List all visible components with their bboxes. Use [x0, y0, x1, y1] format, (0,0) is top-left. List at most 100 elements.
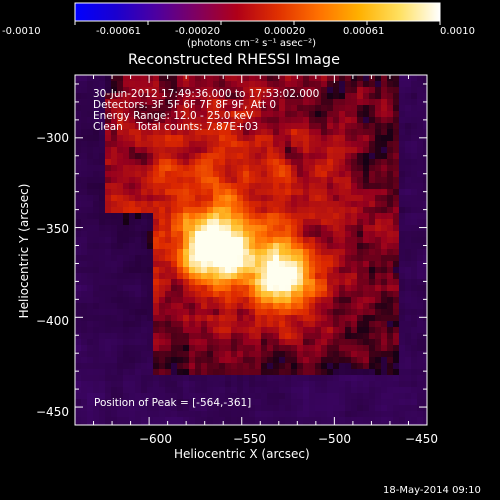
heatmap-cell — [417, 285, 424, 292]
heatmap-cell — [111, 201, 118, 208]
heatmap-cell — [381, 297, 388, 304]
heatmap-cell — [375, 87, 382, 94]
heatmap-cell — [369, 375, 376, 382]
heatmap-cell — [165, 357, 172, 364]
heatmap-cell — [129, 303, 136, 310]
heatmap-cell — [231, 165, 238, 172]
heatmap-cell — [369, 159, 376, 166]
heatmap-cell — [321, 297, 328, 304]
heatmap-cell — [105, 105, 112, 112]
x-tick-label: −500 — [318, 432, 351, 446]
heatmap-cell — [93, 411, 100, 418]
heatmap-cell — [333, 165, 340, 172]
heatmap-cell — [411, 303, 418, 310]
heatmap-cell — [309, 303, 316, 310]
heatmap-cell — [243, 309, 250, 316]
heatmap-cell — [375, 267, 382, 274]
heatmap-cell — [291, 285, 298, 292]
heatmap-cell — [105, 243, 112, 250]
heatmap-cell — [213, 153, 220, 160]
heatmap-cell — [393, 81, 400, 88]
heatmap-cell — [267, 135, 274, 142]
heatmap-cell — [315, 333, 322, 340]
heatmap-cell — [291, 363, 298, 370]
heatmap-cell — [345, 315, 352, 322]
heatmap-cell — [309, 369, 316, 376]
heatmap-cell — [249, 279, 256, 286]
heatmap-cell — [345, 285, 352, 292]
heatmap-cell — [99, 237, 106, 244]
heatmap-cell — [219, 243, 226, 250]
heatmap-cell — [375, 369, 382, 376]
heatmap-cell — [297, 249, 304, 256]
heatmap-cell — [375, 135, 382, 142]
heatmap-cell — [195, 93, 202, 100]
heatmap-cell — [267, 237, 274, 244]
heatmap-cell — [363, 315, 370, 322]
heatmap-cell — [267, 381, 274, 388]
heatmap-cell — [273, 225, 280, 232]
heatmap-cell — [261, 357, 268, 364]
heatmap-cell — [285, 147, 292, 154]
heatmap-cell — [309, 165, 316, 172]
heatmap-cell — [183, 159, 190, 166]
heatmap-cell — [111, 327, 118, 334]
heatmap-cell — [315, 423, 322, 425]
heatmap-cell — [135, 99, 142, 106]
heatmap-cell — [147, 75, 154, 82]
info-line-energy: Energy Range: 12.0 - 25.0 keV — [93, 110, 254, 122]
heatmap-cell — [303, 135, 310, 142]
heatmap-cell — [249, 267, 256, 274]
heatmap-cell — [165, 249, 172, 256]
heatmap-cell — [93, 279, 100, 286]
heatmap-cell — [165, 321, 172, 328]
heatmap-cell — [147, 135, 154, 142]
heatmap-cell — [405, 207, 412, 214]
heatmap-cell — [201, 117, 208, 124]
heatmap-cell — [405, 255, 412, 262]
heatmap-cell — [333, 213, 340, 220]
heatmap-cell — [399, 237, 406, 244]
heatmap-cell — [237, 399, 244, 406]
heatmap-cell — [165, 381, 172, 388]
heatmap-cell — [135, 177, 142, 184]
heatmap-cell — [315, 375, 322, 382]
heatmap-cell — [93, 225, 100, 232]
footer-date: 18-May-2014 09:10 — [383, 485, 481, 496]
heatmap-cell — [339, 285, 346, 292]
heatmap-cell — [273, 375, 280, 382]
heatmap-cell — [381, 267, 388, 274]
heatmap-cell — [357, 327, 364, 334]
heatmap-cell — [333, 177, 340, 184]
heatmap-cell — [165, 177, 172, 184]
heatmap-cell — [333, 423, 340, 425]
heatmap-cell — [165, 315, 172, 322]
heatmap-cell — [117, 177, 124, 184]
heatmap-cell — [171, 117, 178, 124]
heatmap-cell — [255, 411, 262, 418]
heatmap-cell — [129, 273, 136, 280]
heatmap-cell — [135, 267, 142, 274]
heatmap-cell — [105, 321, 112, 328]
heatmap-cell — [87, 297, 94, 304]
heatmap-cell — [399, 219, 406, 226]
heatmap-cell — [177, 249, 184, 256]
heatmap-cell — [381, 141, 388, 148]
heatmap-cell — [225, 381, 232, 388]
heatmap-cell — [135, 279, 142, 286]
heatmap-cell — [363, 105, 370, 112]
heatmap-cell — [261, 81, 268, 88]
heatmap-cell — [231, 321, 238, 328]
heatmap-cell — [99, 375, 106, 382]
heatmap-cell — [345, 183, 352, 190]
heatmap-cell — [267, 147, 274, 154]
heatmap-cell — [285, 87, 292, 94]
heatmap-cell — [123, 111, 130, 118]
heatmap-cell — [171, 159, 178, 166]
heatmap-cell — [291, 423, 298, 425]
heatmap-cell — [255, 231, 262, 238]
heatmap-cell — [321, 285, 328, 292]
heatmap-cell — [231, 213, 238, 220]
heatmap-cell — [105, 327, 112, 334]
heatmap-cell — [75, 129, 82, 136]
